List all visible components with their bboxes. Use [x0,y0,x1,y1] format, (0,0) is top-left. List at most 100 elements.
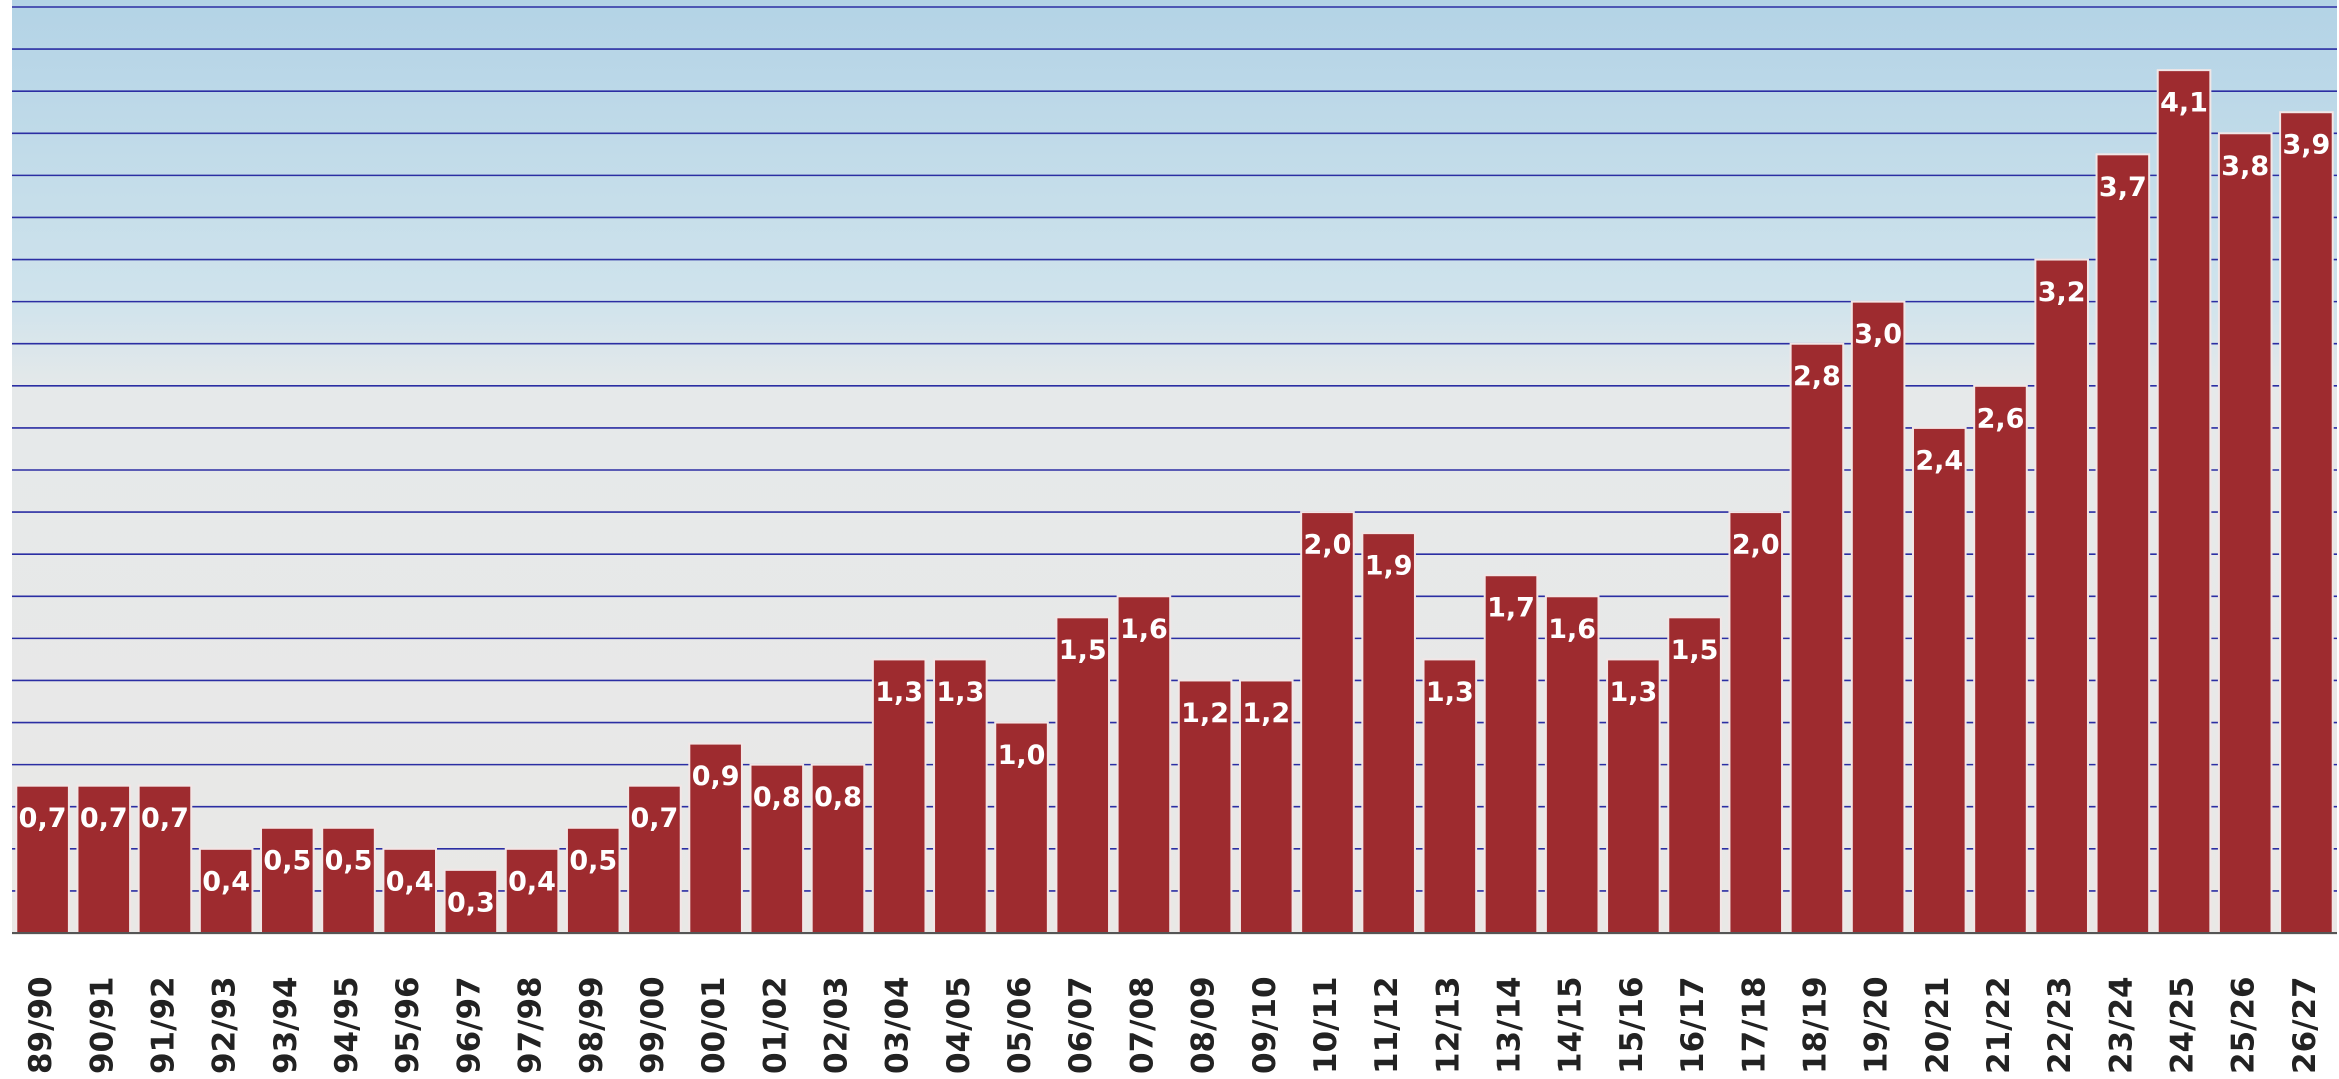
bar [137,784,193,934]
bar [1177,679,1233,934]
bar [1238,679,1294,934]
value-label: 1,3 [936,677,984,708]
bar [1728,511,1784,934]
bar [627,784,682,934]
value-label: 0,5 [569,845,617,876]
x-tick-label: 03/04 [880,976,916,1074]
value-label: 0,4 [508,866,556,897]
value-label: 1,2 [1181,698,1229,729]
value-label: 3,7 [2099,172,2147,203]
x-tick-label: 06/07 [1063,976,1099,1074]
value-label: 1,5 [1059,635,1107,666]
bar [2156,69,2212,935]
value-label: 1,6 [1548,614,1596,645]
x-tick-label: 19/20 [1859,976,1895,1074]
x-tick-label: 21/22 [1981,976,2017,1074]
bar [198,847,254,934]
bar [2279,111,2334,934]
value-label: 0,8 [814,782,862,813]
x-tick-label: 26/27 [2287,976,2323,1074]
value-label: 3,9 [2282,130,2330,161]
value-label: 1,6 [1120,614,1168,645]
value-label: 0,4 [386,866,434,897]
bar [749,763,805,934]
x-tick-label: 20/21 [1920,976,1956,1074]
x-tick-label: 95/96 [390,976,426,1074]
value-label: 0,7 [631,803,679,834]
value-label: 0,3 [447,887,495,918]
x-tick-label: 18/19 [1797,976,1833,1074]
x-tick-label: 12/13 [1430,976,1466,1074]
x-tick-label: 00/01 [696,976,732,1074]
x-tick-label: 08/09 [1186,976,1222,1074]
x-tick-label: 92/93 [207,976,243,1074]
x-tick-label: 25/26 [2226,976,2262,1074]
x-tick-label: 14/15 [1553,976,1589,1074]
bar [76,784,132,934]
value-label: 1,0 [998,740,1046,771]
x-tick-label: 11/12 [1369,976,1405,1074]
bar [565,826,621,934]
bar [1973,384,2028,934]
value-label: 0,7 [141,803,189,834]
bar [2034,258,2089,934]
bar [2095,153,2151,934]
x-tick-label: 15/16 [1614,976,1650,1074]
bar [2217,132,2273,935]
value-label: 0,4 [202,866,250,897]
bar [1544,595,1600,934]
x-tick-label: 96/97 [451,976,487,1074]
bar [1300,511,1355,934]
x-tick-label: 91/92 [145,976,181,1074]
bar [260,826,315,934]
value-label: 2,6 [1977,403,2025,434]
x-tick-label: 09/10 [1247,976,1283,1074]
x-tick-label: 01/02 [757,976,793,1074]
bar [933,658,988,935]
bar [1422,658,1478,935]
x-tick-label: 10/11 [1308,976,1344,1074]
x-tick-label: 23/24 [2103,976,2139,1074]
bar [1667,616,1722,934]
value-label: 0,7 [80,803,128,834]
bar [1606,658,1661,935]
x-tick-label: 94/95 [329,976,365,1074]
value-label: 0,9 [692,761,740,792]
x-tick-label: 90/91 [84,976,120,1074]
bar [15,784,70,934]
x-tick-label: 17/18 [1736,976,1772,1074]
x-tick-label: 24/25 [2165,976,2201,1074]
x-tick-label: 13/14 [1492,976,1528,1074]
bar [1850,300,1906,934]
x-tick-label: 89/90 [23,976,59,1074]
x-tick-label: 02/03 [818,976,854,1074]
bar [1483,574,1539,935]
value-label: 0,5 [325,845,373,876]
bar [504,847,560,934]
x-tick-label: 93/94 [268,976,304,1074]
value-label: 3,0 [1854,319,1902,350]
bar [810,763,866,934]
x-tick-label: 99/00 [635,976,671,1074]
value-label: 3,8 [2221,151,2269,182]
value-label: 2,0 [1732,530,1780,561]
bar [994,721,1049,935]
value-label: 2,4 [1915,445,1963,476]
bar [871,658,927,935]
value-label: 1,2 [1242,698,1290,729]
value-label: 3,2 [2038,277,2086,308]
x-tick-label: 16/17 [1675,976,1711,1074]
value-label: 1,5 [1671,635,1719,666]
value-label: 2,0 [1304,530,1352,561]
value-label: 1,3 [1426,677,1474,708]
bar [1789,342,1845,934]
x-tick-label: 98/99 [574,976,610,1074]
value-label: 0,7 [19,803,67,834]
bar [1055,616,1111,934]
value-label: 1,7 [1487,593,1535,624]
bar [1911,426,1967,934]
bar [1361,532,1416,934]
x-tick-label: 97/98 [513,976,549,1074]
